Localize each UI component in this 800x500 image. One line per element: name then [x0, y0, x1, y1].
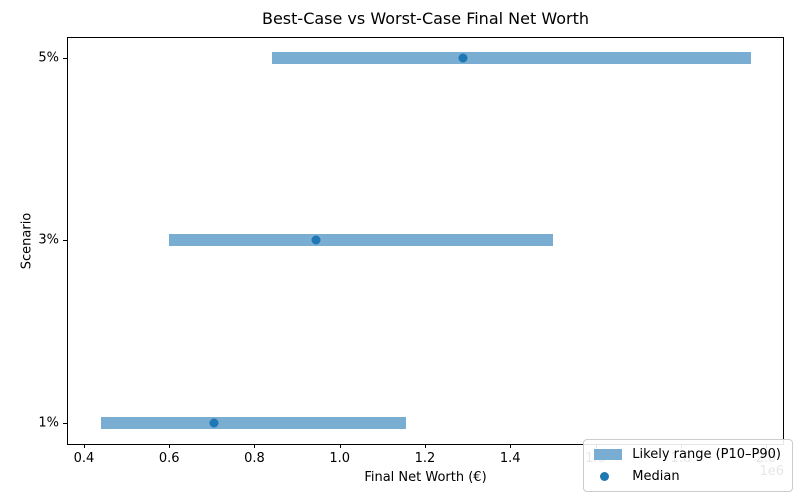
likely-range-bar	[169, 234, 553, 247]
x-tick-mark	[510, 444, 512, 448]
x-tick-label: 1.4	[499, 451, 521, 466]
median-dot	[209, 418, 219, 428]
x-tick-label: 0.4	[73, 451, 95, 466]
x-tick-mark	[339, 444, 341, 448]
x-axis-label: Final Net Worth (€)	[364, 470, 487, 485]
likely-range-bar	[271, 51, 752, 64]
y-tick-mark	[63, 240, 67, 242]
x-tick-mark	[424, 444, 426, 448]
y-tick-label: 3%	[38, 232, 59, 248]
x-tick-mark	[254, 444, 256, 448]
median-swatch	[600, 472, 610, 481]
x-tick-label: 0.8	[244, 451, 265, 466]
legend: Likely range (P10–P90) Median	[583, 439, 793, 492]
x-tick-mark	[83, 444, 85, 448]
chart-title: Best-Case vs Worst-Case Final Net Worth	[261, 9, 589, 28]
x-tick-label: 1.0	[329, 451, 351, 466]
likely-range-bar	[100, 417, 406, 430]
y-axis-label: Scenario	[19, 212, 35, 270]
legend-item-median: Median	[594, 469, 781, 484]
x-tick-mark	[169, 444, 171, 448]
legend-label-range: Likely range (P10–P90)	[632, 447, 781, 462]
range-swatch	[594, 449, 623, 460]
y-tick-label: 5%	[38, 50, 59, 66]
y-tick-label: 1%	[38, 415, 59, 431]
median-dot	[458, 53, 468, 63]
legend-label-median: Median	[632, 469, 680, 484]
y-tick-mark	[63, 423, 67, 425]
legend-item-range: Likely range (P10–P90)	[594, 447, 781, 462]
plot-area: 0.40.60.81.01.21.41.61.82.05%3%1%	[38, 37, 784, 466]
median-dot	[311, 235, 321, 245]
x-tick-label: 1.2	[414, 451, 436, 466]
y-tick-mark	[63, 57, 67, 59]
x-tick-label: 0.6	[158, 451, 180, 466]
